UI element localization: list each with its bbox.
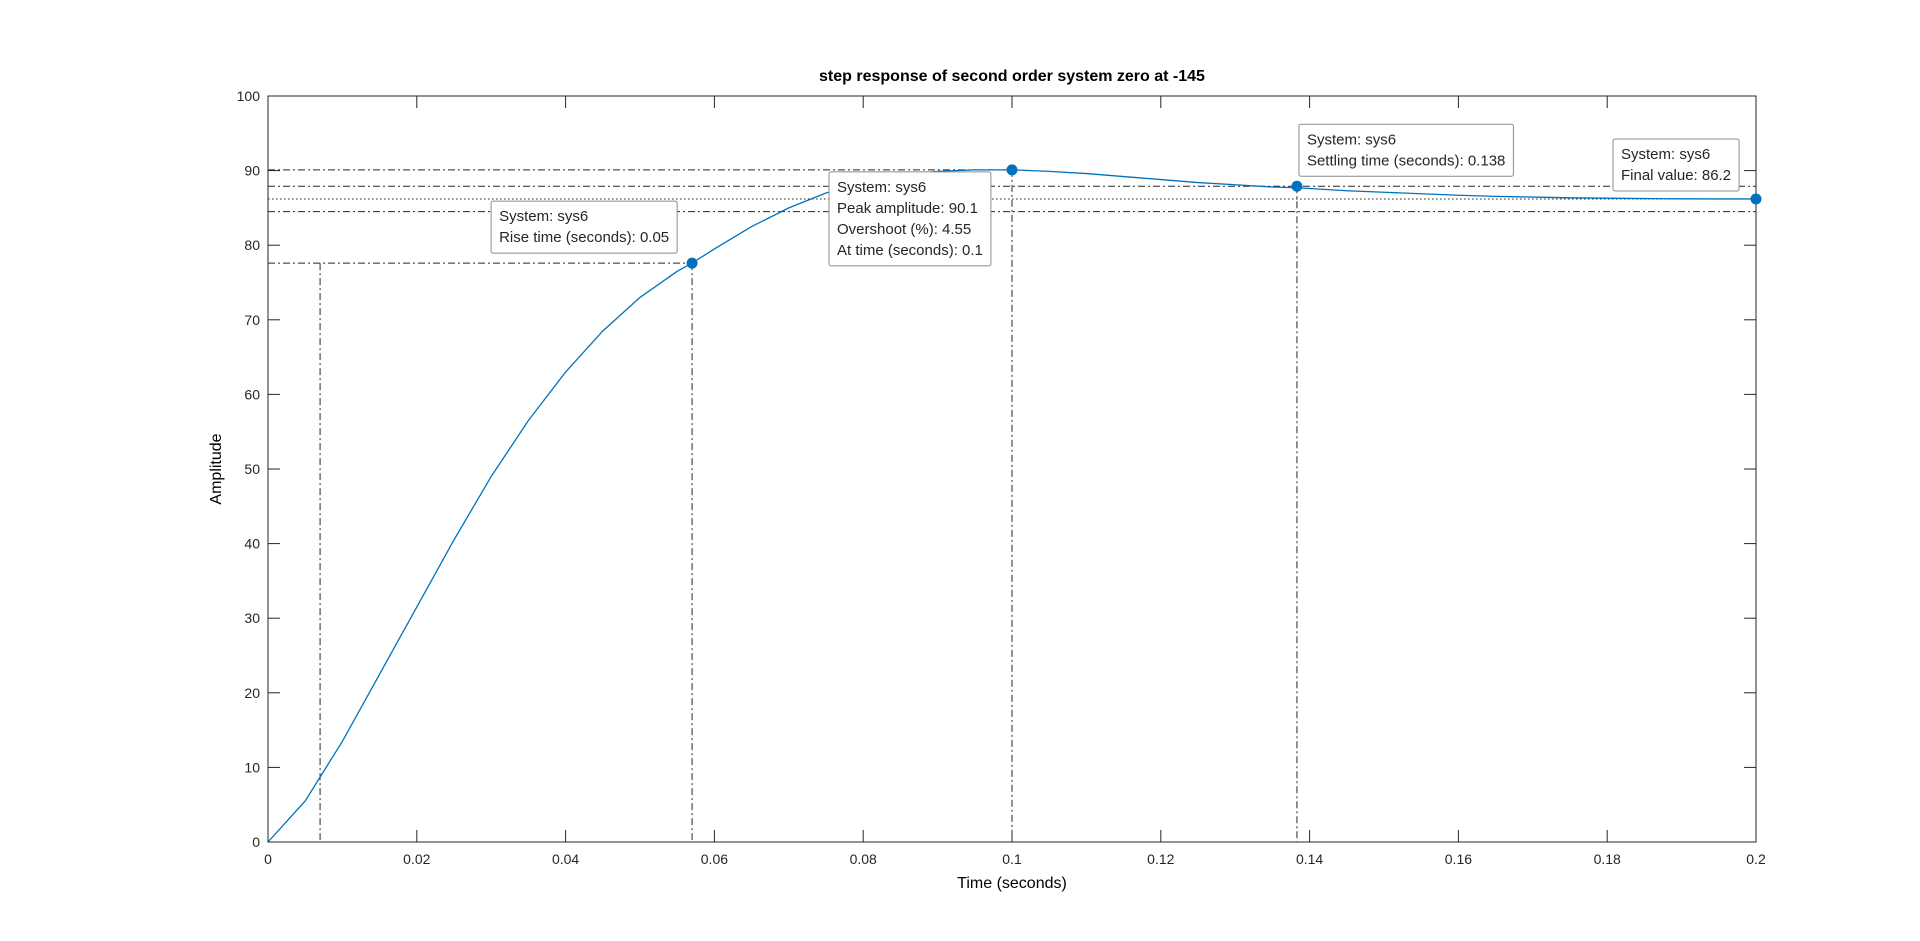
y-tick-label: 50 xyxy=(244,461,260,477)
y-tick-label: 80 xyxy=(244,237,260,253)
peak-datatip-marker[interactable] xyxy=(1006,164,1018,176)
chart-title: step response of second order system zer… xyxy=(819,68,1205,85)
datatip-box xyxy=(828,171,992,267)
rise-datatip-marker[interactable] xyxy=(686,257,698,269)
datatip-markers xyxy=(686,164,1762,269)
datatip-box xyxy=(1612,138,1740,192)
x-tick-label: 0.2 xyxy=(1746,851,1766,867)
y-tick-label: 20 xyxy=(244,685,260,701)
x-tick-label: 0.18 xyxy=(1594,851,1621,867)
x-tick-label: 0.14 xyxy=(1296,851,1323,867)
x-tick-label: 0.1 xyxy=(1002,851,1022,867)
datatip-text: System: sys6 xyxy=(837,179,926,196)
datatip-text: Settling time (seconds): 0.138 xyxy=(1307,152,1505,169)
datatip-box xyxy=(490,200,678,254)
datatip-text: Overshoot (%): 4.55 xyxy=(837,221,971,238)
datatip-text: At time (seconds): 0.1 xyxy=(837,242,983,259)
final-datatip-marker[interactable] xyxy=(1750,193,1762,205)
x-tick-label: 0.04 xyxy=(552,851,579,867)
x-tick-label: 0.08 xyxy=(850,851,877,867)
y-tick-label: 100 xyxy=(237,88,261,104)
y-tick-label: 0 xyxy=(252,834,260,850)
datatip-text: Rise time (seconds): 0.05 xyxy=(499,229,669,246)
x-tick-label: 0.16 xyxy=(1445,851,1472,867)
y-tick-label: 30 xyxy=(244,610,260,626)
datatip-text: Final value: 86.2 xyxy=(1621,167,1731,184)
x-tick-label: 0.06 xyxy=(701,851,728,867)
y-tick-label: 90 xyxy=(244,163,260,179)
characteristic-guides xyxy=(268,169,1756,842)
y-axis-label: Amplitude xyxy=(208,433,225,504)
datatip-text: System: sys6 xyxy=(1621,146,1710,163)
settling-datatip[interactable]: System: sys6 Settling time (seconds): 0.1… xyxy=(1298,123,1514,177)
ticks-group: 0 0.02 0.04 0.06 0.08 0.1 0.12 0.14 0.16 0.18 0.2 0… xyxy=(237,88,1766,867)
y-tick-label: 70 xyxy=(244,312,260,328)
x-tick-label: 0.12 xyxy=(1147,851,1174,867)
datatip-box xyxy=(1298,123,1514,177)
x-tick-label: 0 xyxy=(264,851,272,867)
settling-datatip-marker[interactable] xyxy=(1291,180,1303,192)
rise-datatip[interactable]: System: sys6 Rise time (seconds): 0.05 xyxy=(490,200,678,254)
x-axis-label: Time (seconds) xyxy=(957,875,1067,892)
y-tick-label: 60 xyxy=(244,386,260,402)
datatip-text: System: sys6 xyxy=(1307,131,1396,148)
x-tick-label: 0.02 xyxy=(403,851,430,867)
datatip-text: Peak amplitude: 90.1 xyxy=(837,200,978,217)
y-tick-label: 10 xyxy=(244,759,260,775)
y-tick-label: 40 xyxy=(244,536,260,552)
peak-datatip[interactable]: System: sys6 Peak amplitude: 90.1 Overshoo… xyxy=(828,171,992,267)
datatip-text: System: sys6 xyxy=(499,208,588,225)
final-datatip[interactable]: System: sys6 Final value: 86.2 xyxy=(1612,138,1740,192)
